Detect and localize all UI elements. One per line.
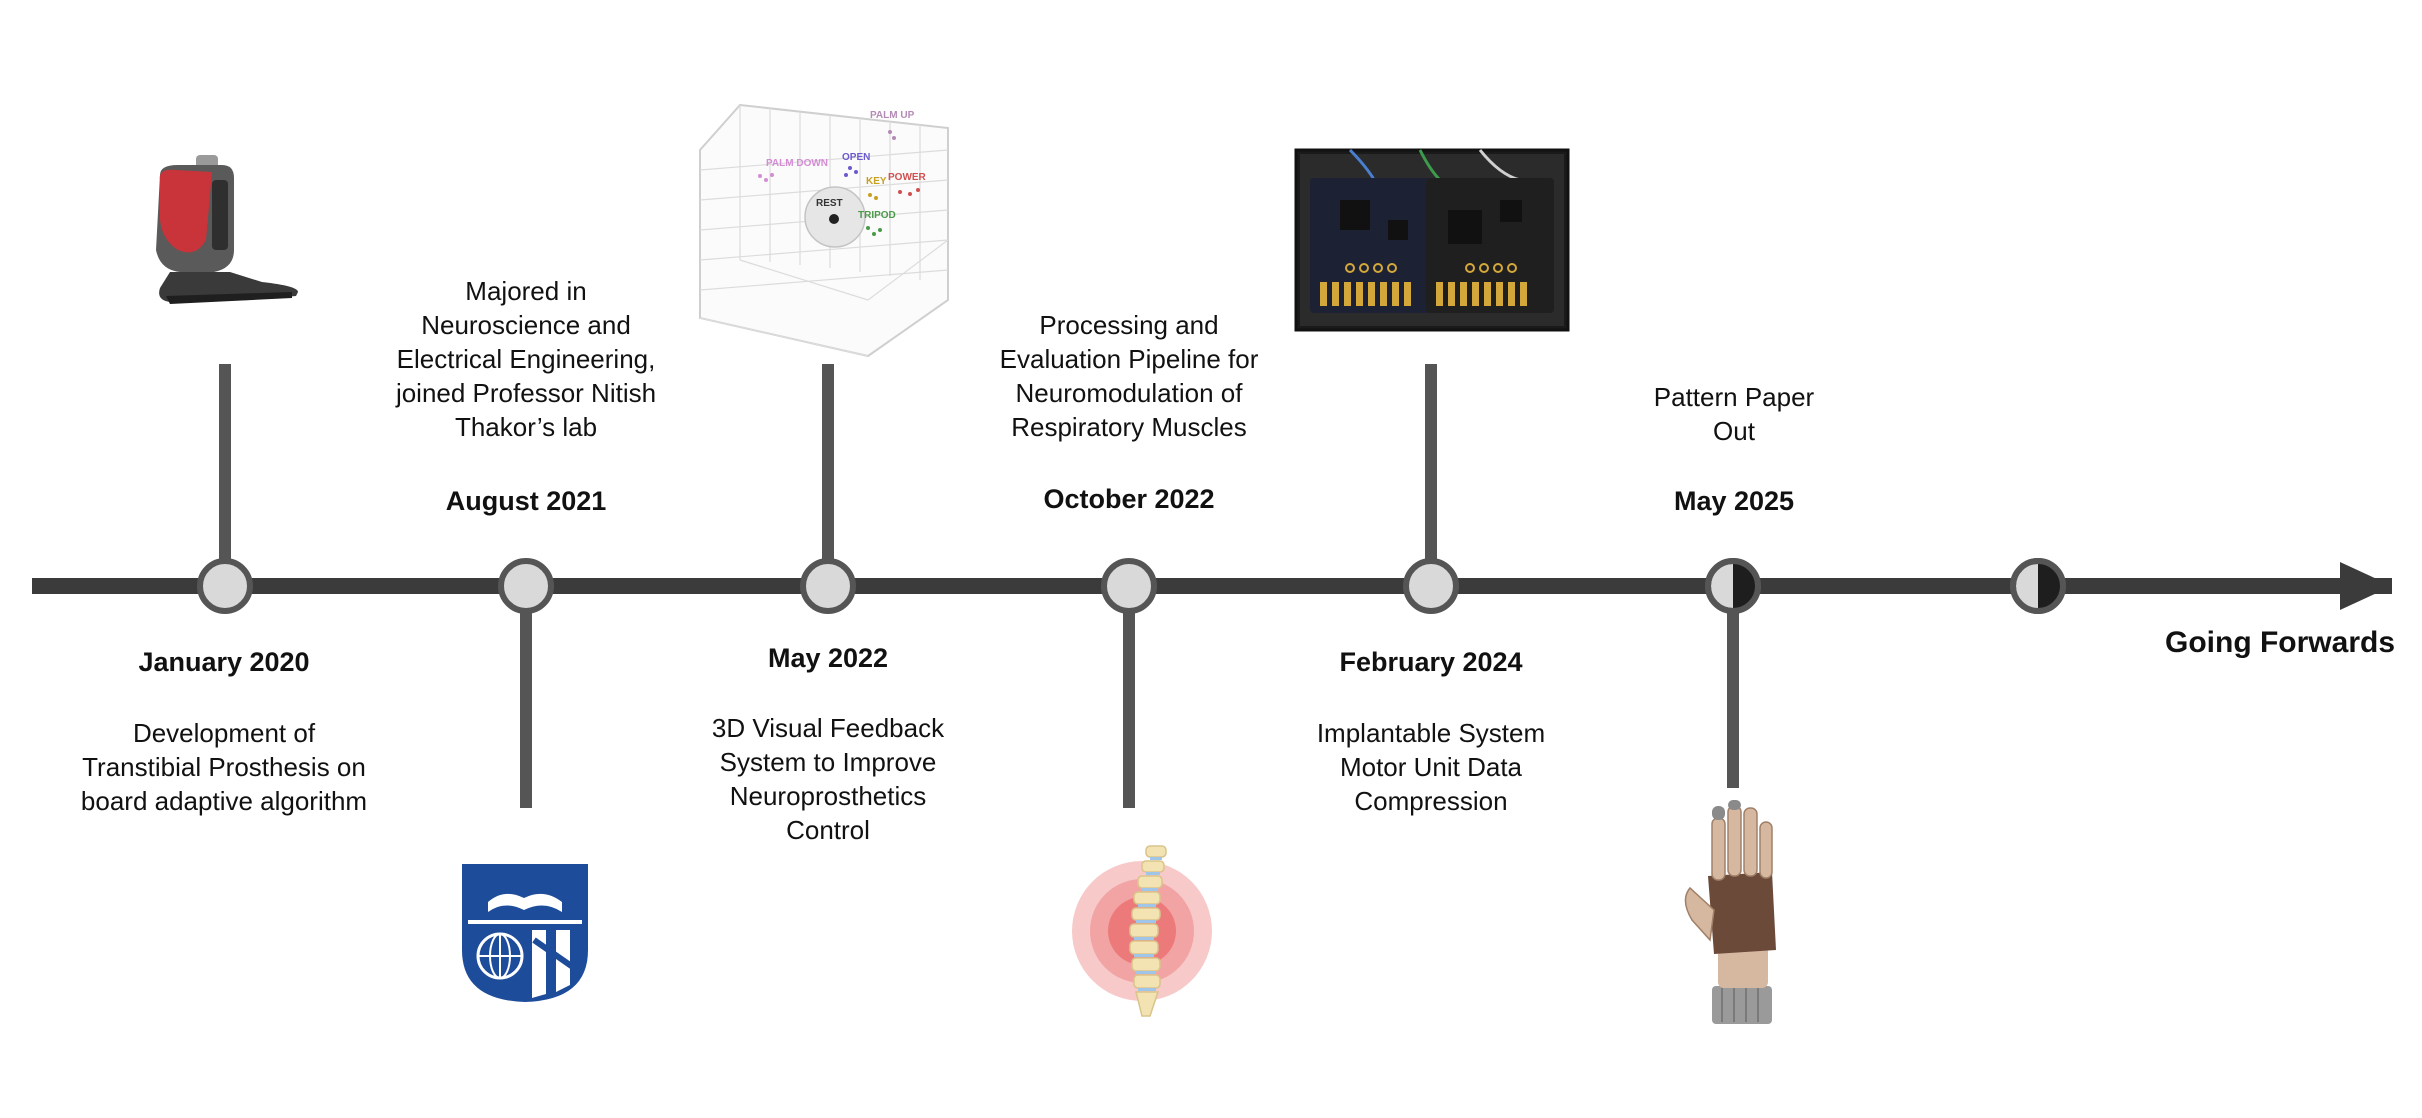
description-line: board adaptive algorithm <box>80 786 368 816</box>
prosthetic-foot-icon <box>156 155 298 304</box>
plot-label-tripod: TRIPOD <box>858 210 896 221</box>
description-may-2022: 3D Visual Feedback System to Improve Neu… <box>663 711 993 847</box>
description-line: Processing and <box>1039 310 1219 340</box>
node-future-half <box>2010 558 2066 614</box>
timeline-arrowhead <box>2340 562 2392 610</box>
description-line: Compression <box>1354 786 1508 816</box>
description-line: Implantable System <box>1316 718 1546 748</box>
node-may-2025-half <box>1705 558 1761 614</box>
description-line: Control <box>786 815 870 845</box>
prosthetic-hand-icon <box>1684 800 1776 1024</box>
description-line: joined Professor Nitish <box>395 378 657 408</box>
date-may-2025: May 2025 <box>1673 486 1795 516</box>
description-line: Electrical Engineering, <box>396 344 656 374</box>
description-line: Thakor’s lab <box>454 412 598 442</box>
going-forwards-label: Going Forwards <box>2165 626 2396 659</box>
plot-label-key: KEY <box>866 176 887 187</box>
plot-label-rest: REST <box>816 198 843 209</box>
plot-label-power: POWER <box>888 172 927 183</box>
description-line: Majored in <box>465 276 587 306</box>
plot-label-palm-down: PALM DOWN <box>766 158 828 169</box>
node-january-2020 <box>197 558 253 614</box>
description-january-2020: Development of Transtibial Prosthesis on… <box>59 716 389 818</box>
description-line: Neuroprosthetics <box>729 781 927 811</box>
node-february-2024 <box>1403 558 1459 614</box>
description-may-2025: Pattern Paper Out <box>1569 380 1899 448</box>
date-february-2024: February 2024 <box>1339 647 1523 677</box>
date-may-2022: May 2022 <box>767 643 889 673</box>
description-line: Out <box>1713 416 1755 446</box>
spine-icon <box>1072 845 1212 1017</box>
date-october-2022: October 2022 <box>1043 484 1215 514</box>
node-august-2021 <box>498 558 554 614</box>
date-august-2021: August 2021 <box>445 486 607 516</box>
stem-january-2020 <box>219 364 231 564</box>
description-line: Respiratory Muscles <box>1011 412 1247 442</box>
description-line: System to Improve <box>719 747 937 777</box>
node-may-2022 <box>800 558 856 614</box>
stem-august-2021 <box>520 608 532 808</box>
stem-may-2025 <box>1727 608 1739 788</box>
node-october-2022 <box>1101 558 1157 614</box>
plot-label-open: OPEN <box>842 152 870 163</box>
stem-may-2022 <box>822 364 834 564</box>
description-line: Evaluation Pipeline for <box>999 344 1259 374</box>
description-line: 3D Visual Feedback <box>711 713 945 743</box>
description-october-2022: Processing and Evaluation Pipeline for N… <box>964 308 1294 444</box>
description-line: Neuroscience and <box>421 310 631 340</box>
description-february-2024: Implantable System Motor Unit Data Compr… <box>1266 716 1596 818</box>
description-line: Neuromodulation of <box>1015 378 1243 408</box>
date-january-2020: January 2020 <box>138 647 310 677</box>
stem-october-2022 <box>1123 608 1135 808</box>
description-line: Transtibial Prosthesis on <box>82 752 366 782</box>
description-august-2021: Majored in Neuroscience and Electrical E… <box>361 274 691 444</box>
description-line: Motor Unit Data <box>1339 752 1523 782</box>
3d-scatter-plot-image: PALM UP PALM DOWN OPEN KEY POWER REST TR… <box>699 103 949 358</box>
stem-february-2024 <box>1425 364 1437 564</box>
circuit-board-photo <box>1294 148 1570 332</box>
timeline-axis <box>32 578 2392 594</box>
plot-label-palm-up: PALM UP <box>870 110 915 121</box>
description-line: Development of <box>132 718 316 748</box>
description-line: Pattern Paper <box>1653 382 1815 412</box>
university-shield-logo <box>462 864 588 1002</box>
